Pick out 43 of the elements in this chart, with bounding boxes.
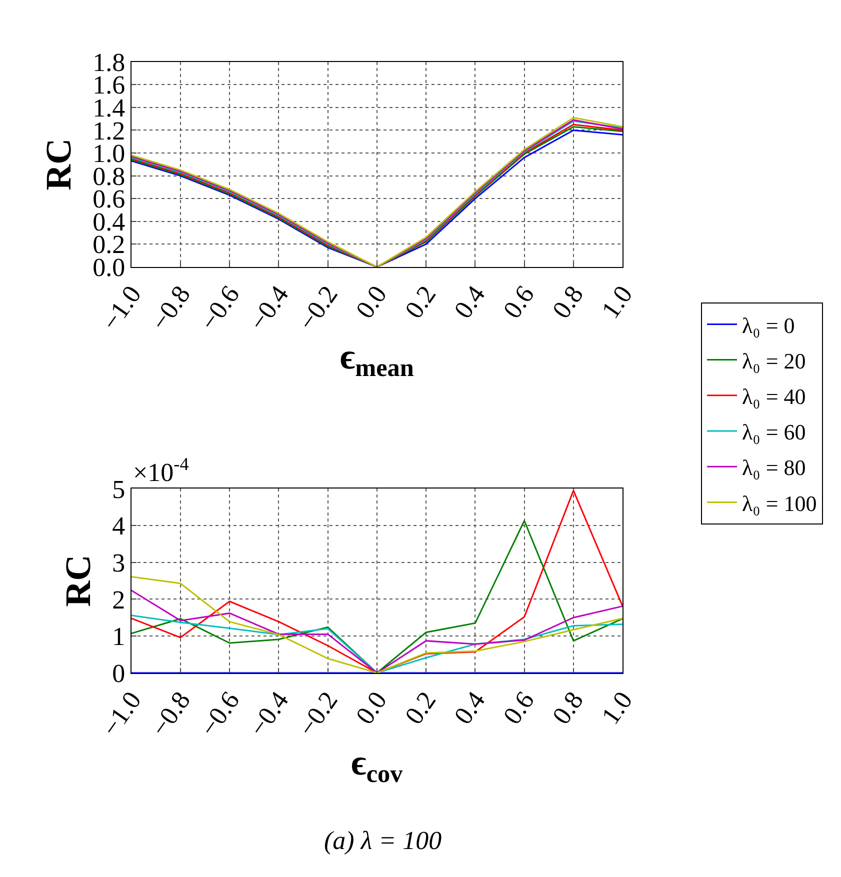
text: (a) λ = 100 <box>324 826 442 855</box>
legend-label: λ₀ = 60 <box>742 420 806 445</box>
y-tick-label: 2 <box>112 585 126 614</box>
legend-label: λ₀ = 100 <box>742 490 817 516</box>
legend-label: λ₀ = 40 <box>742 384 806 409</box>
x-tick-label: 0.4 <box>448 280 491 324</box>
y-tick-label: 4 <box>112 512 126 541</box>
x-axis-title: ϵ$_{cov}$ <box>351 742 404 788</box>
x-tick-label: 0.6 <box>497 280 540 324</box>
y-tick-label: 1 <box>112 622 126 652</box>
legend-label: λ₀ = 80 <box>742 455 806 480</box>
x-tick-label: −0.8 <box>145 686 196 742</box>
x-tick-label: 1.0 <box>596 686 638 730</box>
legend-label: λ₀ = 20 <box>742 348 806 374</box>
x-tick-label: −0.2 <box>292 280 344 336</box>
x-tick-label: −1.0 <box>96 686 147 742</box>
y-tick-label: 3 <box>112 548 126 578</box>
line-series <box>131 490 623 673</box>
y-tick-label: 0 <box>112 658 126 688</box>
x-tick-label: 0.6 <box>497 686 540 730</box>
x-tick-label: −0.4 <box>243 280 294 336</box>
x-tick-label: −0.6 <box>194 686 246 742</box>
x-axis-title: ϵ$_{mean}$ <box>340 336 414 382</box>
x-tick-label: 0.4 <box>448 686 491 730</box>
x-tick-label: −0.4 <box>243 686 294 742</box>
y-axis-title: RC <box>38 138 79 190</box>
x-tick-label: −1.0 <box>96 280 147 336</box>
x-tick-label: 0.2 <box>399 686 442 730</box>
x-tick-label: 0.8 <box>546 686 590 730</box>
x-tick-label: 0.8 <box>546 280 590 324</box>
x-tick-label: −0.8 <box>145 280 196 336</box>
x-tick-label: 1.0 <box>596 280 638 324</box>
legend-label: λ₀ = 0 <box>742 312 795 338</box>
x-tick-label: 0.0 <box>350 280 393 324</box>
x-tick-label: 0.0 <box>350 686 393 730</box>
y-axis-title: RC <box>58 554 98 607</box>
line-series <box>131 520 623 673</box>
x-tick-label: −0.2 <box>292 686 344 742</box>
y-tick-label: 5 <box>112 474 126 504</box>
x-tick-label: 0.2 <box>399 280 442 324</box>
text: ×10$^{-4}$ <box>133 454 189 487</box>
line-series <box>131 614 623 673</box>
x-tick-label: −0.6 <box>194 280 246 336</box>
